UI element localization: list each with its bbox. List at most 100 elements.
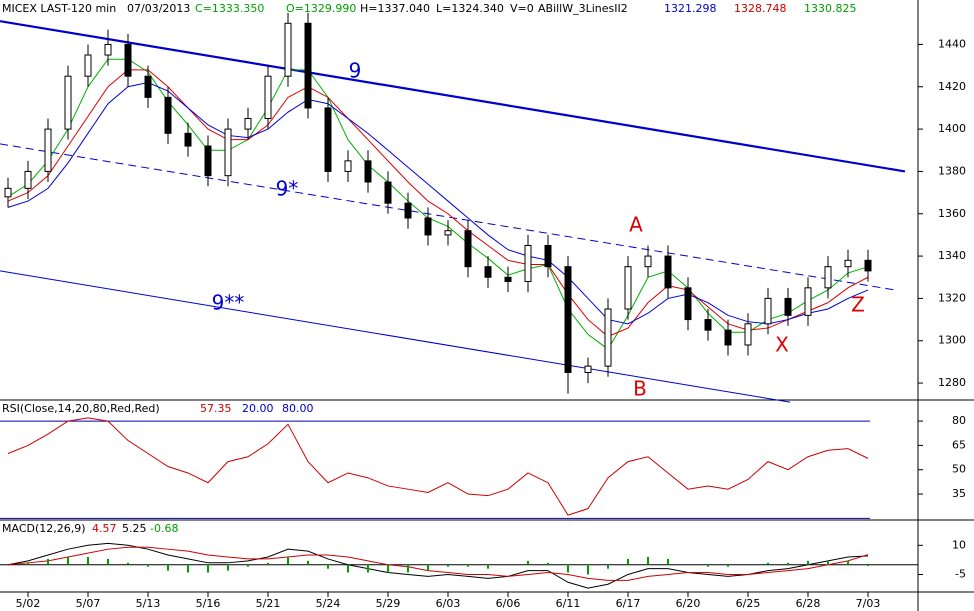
candle-body bbox=[484, 266, 492, 278]
annotation: 9** bbox=[212, 291, 245, 315]
histogram-bar bbox=[727, 564, 729, 567]
candle-body bbox=[404, 202, 412, 219]
histogram-bar bbox=[667, 558, 669, 565]
histogram-bar bbox=[387, 564, 389, 573]
candle-body bbox=[824, 266, 832, 289]
histogram-bar bbox=[547, 562, 549, 565]
histogram-bar bbox=[127, 562, 129, 565]
candle-body bbox=[504, 276, 512, 282]
histogram-bar bbox=[187, 564, 189, 573]
candle-body bbox=[204, 145, 212, 177]
y-tick-label: 80 bbox=[952, 414, 966, 427]
histogram-bar bbox=[447, 564, 449, 567]
candle-body bbox=[684, 287, 692, 321]
histogram-bar bbox=[427, 564, 429, 571]
candle-body bbox=[24, 170, 32, 189]
histogram-bar bbox=[227, 564, 229, 571]
candle-body bbox=[804, 287, 812, 316]
x-tick-label: 6/06 bbox=[496, 597, 521, 610]
y-tick-label: 1360 bbox=[938, 207, 966, 220]
candle-body bbox=[664, 255, 672, 289]
candle-body bbox=[264, 75, 272, 120]
x-tick-label: 6/17 bbox=[616, 597, 641, 610]
histogram-bar bbox=[487, 564, 489, 569]
candle-body bbox=[104, 43, 112, 56]
indicator-line bbox=[7, 69, 869, 338]
candle-body bbox=[724, 329, 732, 346]
candle-body bbox=[244, 118, 252, 130]
y-tick-label: 1340 bbox=[938, 249, 966, 262]
y-tick-label: 1440 bbox=[938, 37, 966, 50]
header-text: 80.00 bbox=[282, 402, 314, 415]
x-tick-label: 6/11 bbox=[556, 597, 581, 610]
candle-body bbox=[524, 245, 532, 282]
histogram-bar bbox=[627, 558, 629, 565]
candle-body bbox=[184, 132, 192, 147]
annotation: X bbox=[775, 333, 789, 357]
histogram-bar bbox=[807, 560, 809, 565]
histogram-bar bbox=[467, 564, 469, 567]
x-tick-label: 7/03 bbox=[856, 597, 881, 610]
candle-body bbox=[84, 54, 92, 77]
histogram-bar bbox=[47, 558, 49, 565]
header-text: 57.35 bbox=[200, 402, 232, 415]
indicator-line bbox=[7, 542, 869, 589]
candle-body bbox=[224, 128, 232, 177]
histogram-bar bbox=[107, 558, 109, 565]
candle-body bbox=[704, 319, 712, 331]
candle-body bbox=[784, 297, 792, 316]
histogram-bar bbox=[787, 562, 789, 565]
header-text: 4.57 bbox=[92, 522, 117, 535]
header-text: O=1329.990 bbox=[286, 2, 356, 15]
histogram-bar bbox=[407, 564, 409, 573]
y-tick-label: 1320 bbox=[938, 291, 966, 304]
y-tick-label: 1300 bbox=[938, 334, 966, 347]
candle-body bbox=[444, 230, 452, 236]
candle-body bbox=[844, 259, 852, 268]
annotation: A bbox=[629, 213, 643, 237]
candle-body bbox=[324, 107, 332, 172]
trend-line bbox=[0, 20, 906, 173]
histogram-bar bbox=[367, 564, 369, 573]
histogram-bar bbox=[767, 562, 769, 565]
histogram-bar bbox=[267, 562, 269, 565]
header-text: ABillW_3LinesII2 bbox=[538, 2, 628, 15]
x-tick-label: 6/25 bbox=[736, 597, 761, 610]
candle-body bbox=[384, 181, 392, 204]
histogram-bar bbox=[327, 564, 329, 569]
histogram-bar bbox=[607, 564, 609, 569]
x-tick-label: 5/13 bbox=[136, 597, 161, 610]
histogram-bar bbox=[247, 564, 249, 567]
x-tick-label: 6/28 bbox=[796, 597, 821, 610]
histogram-bar bbox=[587, 564, 589, 575]
header-text: H=1337.040 bbox=[360, 2, 430, 15]
x-tick-label: 5/21 bbox=[256, 597, 281, 610]
x-tick-label: 6/03 bbox=[436, 597, 461, 610]
histogram-bar bbox=[347, 564, 349, 573]
candle-body bbox=[544, 245, 552, 268]
header-text: V=0 bbox=[510, 2, 534, 15]
y-tick-label: 1420 bbox=[938, 80, 966, 93]
header-text: -0.68 bbox=[150, 522, 178, 535]
trend-line bbox=[0, 270, 791, 403]
y-tick-label: 50 bbox=[952, 463, 966, 476]
y-tick-label: -5 bbox=[955, 567, 966, 580]
candle-body bbox=[364, 160, 372, 183]
annotation: 9* bbox=[276, 177, 299, 201]
candle-body bbox=[164, 96, 172, 134]
histogram-bar bbox=[87, 556, 89, 565]
x-tick-label: 5/07 bbox=[76, 597, 101, 610]
histogram-bar bbox=[647, 556, 649, 565]
candle-body bbox=[424, 217, 432, 236]
candle-body bbox=[764, 297, 772, 325]
histogram-bar bbox=[827, 560, 829, 565]
candle-body bbox=[284, 22, 292, 77]
candle-body bbox=[864, 259, 872, 272]
header-text: 20.00 bbox=[242, 402, 274, 415]
y-tick-label: 1380 bbox=[938, 164, 966, 177]
x-tick-label: 5/29 bbox=[376, 597, 401, 610]
annotation: 9 bbox=[349, 59, 362, 83]
indicator-line bbox=[7, 546, 869, 581]
candle-body bbox=[44, 128, 52, 172]
